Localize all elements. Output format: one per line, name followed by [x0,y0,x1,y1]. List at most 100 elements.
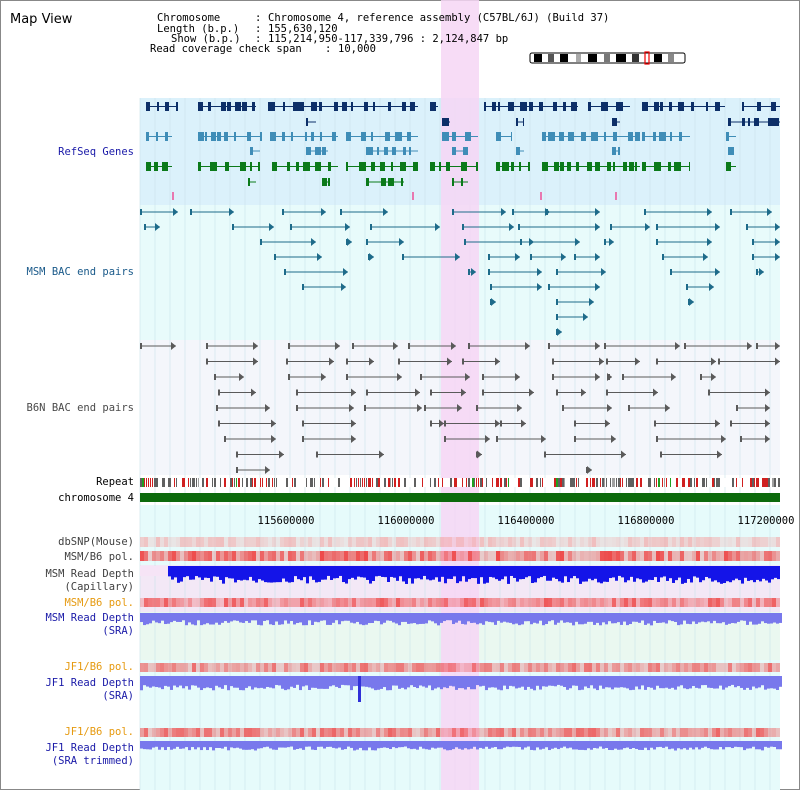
depth-bar [494,613,497,625]
refseq-gene-features[interactable] [146,102,780,200]
depth-bar [204,566,207,578]
polymorphism-cell [448,551,452,561]
depth-bar [443,676,446,688]
polymorphism-cell [584,598,588,607]
msm-bac-end-pair-features[interactable] [140,208,780,336]
polymorphism-cell [668,537,672,547]
track-label-msm-pol-2[interactable]: MSM/B6 pol. [64,597,134,609]
polymorphism-cell [256,537,260,547]
depth-bar [771,566,774,580]
selected-region-highlight[interactable] [441,0,479,790]
depth-bar [185,676,188,687]
depth-bar [611,741,614,751]
polymorphism-cell [168,598,172,607]
track-label-b6n-bac[interactable]: B6N BAC end pairs [27,402,134,414]
repeat-element [594,478,595,487]
polymorphism-cell [276,728,280,737]
polymorphism-cell [180,663,184,672]
polymorphism-cell [728,598,732,607]
repeat-element [650,478,651,487]
depth-bar [488,741,491,749]
polymorphism-cell [424,551,428,561]
track-label-jf1-depth-sra[interactable]: JF1 Read Depth [45,677,134,689]
repeat-element [688,478,690,487]
polymorphism-cell [212,663,216,672]
polymorphism-cell [652,598,656,607]
polymorphism-cell [684,551,688,561]
depth-bar [725,613,728,625]
depth-bar [518,741,521,747]
gene-exon [618,147,620,155]
track-label-jf1-depth-trimmed[interactable]: JF1 Read Depth [45,742,134,754]
polymorphism-cell [724,537,728,547]
depth-bar [146,676,149,687]
polymorphism-cell [648,663,652,672]
track-label-msm-depth-sra[interactable]: MSM Read Depth [45,612,134,624]
polymorphism-cell [384,728,388,737]
repeat-element [414,478,416,487]
track-label-dbsnp[interactable]: dbSNP(Mouse) [58,536,134,548]
gene-exon [452,147,456,155]
gene-exon [296,162,299,171]
depth-bar [731,613,734,624]
variant-and-depth-tracks[interactable] [140,537,782,751]
polymorphism-cell [204,537,208,547]
gene-exon [516,118,518,126]
repeat-element [422,478,423,487]
polymorphism-cell [488,551,492,561]
depth-bar [756,566,759,580]
track-label-jf1-pol-2[interactable]: JF1/B6 pol. [64,726,134,738]
depth-bar [707,676,710,688]
b6n-bac-end-pair-features[interactable] [140,342,780,474]
repeat-element [294,478,296,487]
gene-exon [351,102,353,111]
polymorphism-cell [392,537,396,547]
track-label-msm-bac[interactable]: MSM BAC end pairs [27,266,134,278]
depth-bar [419,741,422,747]
depth-bar [221,613,224,623]
depth-bar [639,566,642,580]
depth-bar [728,676,731,687]
b6n-pair-end [708,389,710,396]
depth-bar [767,741,770,748]
repeat-track[interactable] [140,478,780,487]
polymorphism-cell [156,728,160,737]
polymorphism-cell [456,728,460,737]
repeat-element [706,478,707,487]
chromosome-bar[interactable] [140,493,780,502]
depth-bar [659,613,662,623]
polymorphism-cell [600,728,604,737]
chromosome-ideogram[interactable] [529,51,686,65]
polymorphism-cell [168,663,172,672]
depth-bar [257,613,260,625]
track-label-repeat[interactable]: Repeat [96,476,134,488]
repeat-element [742,478,743,487]
gene-exon [377,147,379,155]
polymorphism-cell [488,537,492,547]
depth-bar [624,566,627,583]
gene-exon [726,132,729,141]
polymorphism-cell [264,551,268,561]
track-label-refseq[interactable]: RefSeq Genes [58,146,134,158]
depth-bar [341,676,344,685]
polymorphism-cell [648,598,652,607]
polymorphism-cell [548,551,552,561]
depth-bar [491,613,494,623]
polymorphism-cell [268,537,272,547]
track-label-jf1-pol-1[interactable]: JF1/B6 pol. [64,661,134,673]
polymorphism-cell [268,663,272,672]
track-label-chromosome[interactable]: chromosome 4 [58,492,134,504]
polymorphism-cell [240,663,244,672]
polymorphism-cell [332,728,336,737]
depth-bar [620,676,623,688]
depth-bar [602,613,605,623]
polymorphism-cell [216,551,220,561]
polymorphism-cell [696,537,700,547]
polymorphism-cell [604,663,608,672]
polymorphism-cell [616,537,620,547]
track-label-msm-depth-capillary[interactable]: MSM Read Depth [45,568,134,580]
polymorphism-cell [496,663,500,672]
track-label-msm-pol-1[interactable]: MSM/B6 pol. [64,551,134,563]
repeat-element [250,478,252,487]
